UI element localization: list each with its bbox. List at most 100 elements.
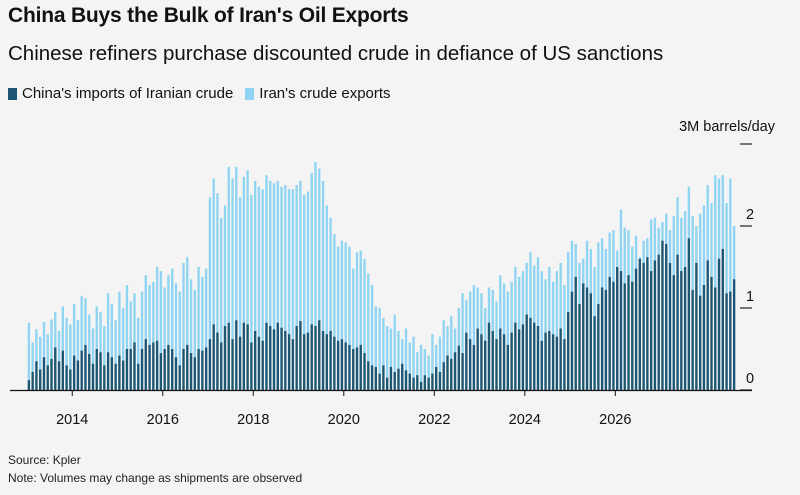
- bar-china-imports: [122, 360, 125, 390]
- bar-iran-exports: [714, 175, 717, 390]
- bar-iran-exports: [186, 257, 189, 390]
- bar-iran-exports: [35, 329, 38, 390]
- bar-china-imports: [589, 293, 592, 390]
- bar-iran-exports: [442, 320, 445, 390]
- bar-china-imports: [468, 339, 472, 390]
- bar-china-imports: [646, 257, 649, 390]
- bar-iran-exports: [325, 205, 328, 390]
- legend-swatch-china: [8, 87, 17, 100]
- bar-china-imports: [99, 352, 102, 390]
- bar-china-imports: [612, 281, 615, 390]
- bar-china-imports: [133, 342, 136, 390]
- bar-iran-exports: [382, 317, 385, 390]
- bar-china-imports: [502, 334, 506, 390]
- bar-china-imports: [533, 322, 536, 390]
- bar-china-imports: [367, 361, 370, 390]
- bar-china-imports: [110, 357, 114, 390]
- bar-china-imports: [653, 260, 657, 390]
- bar-iran-exports: [385, 326, 389, 390]
- bar-iran-exports: [193, 289, 196, 390]
- bar-china-imports: [536, 326, 540, 390]
- bar-iran-exports: [419, 344, 423, 390]
- bar-iran-exports: [46, 334, 49, 390]
- bar-china-imports: [600, 287, 604, 390]
- bar-iran-exports: [238, 197, 242, 390]
- bar-iran-exports: [50, 319, 53, 390]
- bar-china-imports: [95, 349, 98, 390]
- bar-china-imports: [306, 332, 310, 390]
- bar-china-imports: [159, 353, 163, 390]
- bar-china-imports: [238, 336, 242, 390]
- bar-china-imports: [310, 324, 313, 390]
- bar-china-imports: [272, 329, 276, 390]
- bar-china-imports: [88, 353, 91, 390]
- bar-iran-exports: [303, 194, 306, 390]
- bar-china-imports: [487, 322, 491, 390]
- bar-china-imports: [193, 357, 196, 390]
- bar-iran-exports: [397, 330, 400, 390]
- bar-china-imports: [427, 377, 430, 390]
- bar-china-imports: [668, 262, 672, 390]
- bar-china-imports: [287, 334, 291, 390]
- legend-label-iran: Iran's crude exports: [259, 85, 391, 102]
- bar-china-imports: [495, 339, 498, 390]
- bar-iran-exports: [370, 285, 374, 390]
- bar-china-imports: [578, 303, 581, 390]
- bar-iran-exports: [212, 178, 215, 390]
- bar-china-imports: [623, 283, 626, 390]
- bar-china-imports: [355, 347, 359, 390]
- bar-iran-exports: [461, 293, 464, 390]
- bar-china-imports: [408, 373, 411, 390]
- bar-iran-exports: [272, 183, 276, 390]
- bar-china-imports: [125, 349, 129, 390]
- bar-china-imports: [223, 326, 227, 390]
- bar-iran-exports: [61, 306, 64, 390]
- bar-iran-exports: [235, 166, 238, 390]
- bar-iran-exports: [318, 168, 321, 390]
- bar-china-imports: [397, 368, 400, 390]
- x-tick-label: 2024: [509, 412, 541, 428]
- bar-iran-exports: [299, 180, 302, 390]
- bar-iran-exports: [548, 267, 551, 390]
- bar-china-imports: [61, 350, 64, 390]
- bar-iran-exports: [155, 267, 159, 390]
- legend-item-iran: Iran's crude exports: [245, 85, 391, 102]
- bar-china-imports: [148, 344, 151, 390]
- bar-iran-exports: [106, 293, 110, 390]
- bar-china-imports: [197, 349, 200, 390]
- bar-china-imports: [529, 317, 532, 390]
- bar-china-imports: [31, 371, 34, 390]
- bar-china-imports: [729, 291, 732, 390]
- bar-china-imports: [336, 340, 340, 390]
- bar-iran-exports: [178, 291, 181, 390]
- bar-china-imports: [431, 373, 434, 390]
- bar-china-imports: [423, 375, 427, 390]
- bar-iran-exports: [42, 321, 46, 390]
- bar-china-imports: [412, 377, 415, 390]
- bar-china-imports: [484, 340, 487, 390]
- bar-iran-exports: [253, 180, 257, 390]
- bar-china-imports: [50, 358, 53, 390]
- bar-iran-exports: [27, 322, 31, 390]
- bar-iran-exports: [416, 352, 419, 390]
- bar-china-imports: [333, 336, 336, 390]
- bar-china-imports: [714, 287, 717, 390]
- bar-iran-exports: [227, 166, 230, 390]
- x-tick-label: 2020: [328, 412, 360, 428]
- bar-china-imports: [57, 361, 61, 390]
- bar-china-imports: [551, 334, 555, 390]
- bar-iran-exports: [284, 185, 287, 390]
- bar-china-imports: [167, 344, 170, 390]
- bar-china-imports: [201, 350, 204, 390]
- bar-iran-exports: [57, 330, 61, 390]
- bar-iran-exports: [231, 178, 234, 390]
- bar-china-imports: [118, 355, 121, 390]
- bar-china-imports: [695, 262, 698, 390]
- bar-china-imports: [261, 340, 264, 390]
- bar-china-imports: [672, 275, 675, 390]
- bar-china-imports: [510, 332, 513, 390]
- x-tick-label: 2018: [237, 412, 269, 428]
- bar-china-imports: [540, 340, 543, 390]
